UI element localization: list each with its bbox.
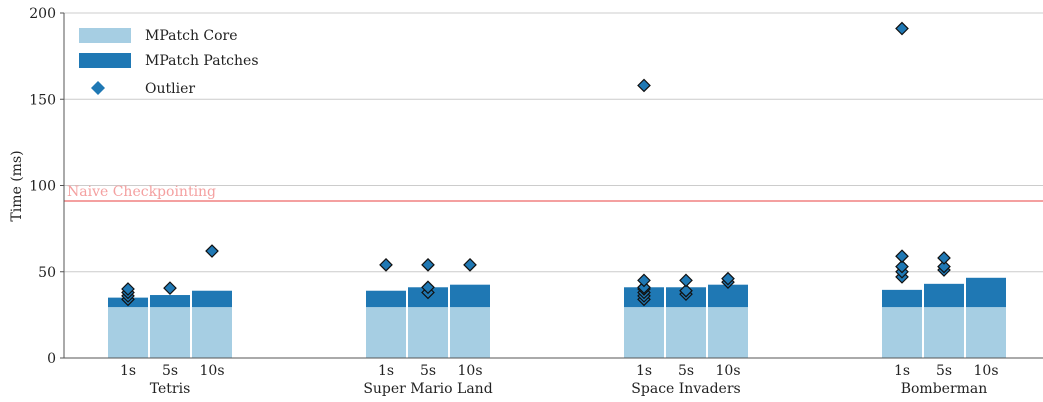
bar-core (708, 307, 748, 358)
x-tick-label: 10s (458, 363, 483, 379)
outlier-marker (421, 258, 435, 272)
bar-patches (882, 289, 922, 308)
y-tick-label: 0 (47, 351, 56, 367)
x-tick-label: 1s (120, 363, 136, 379)
bar-patches (966, 277, 1006, 308)
x-tick-label: 1s (378, 363, 394, 379)
x-tick-label: 10s (716, 363, 741, 379)
outlier-marker (679, 283, 693, 298)
outlier-marker (895, 259, 909, 274)
bar-core (192, 307, 232, 358)
outlier-marker (205, 244, 219, 258)
y-tick-label: 50 (38, 265, 56, 281)
bar-patches (924, 283, 964, 308)
bar-patches (192, 290, 232, 308)
legend-swatch-patches (79, 53, 131, 68)
outlier-marker (721, 271, 735, 286)
y-tick-label: 150 (29, 92, 56, 108)
x-tick-label: 5s (420, 363, 436, 379)
x-tick-label: 10s (200, 363, 225, 379)
x-tick-label: 5s (162, 363, 178, 379)
x-group-label: Super Mario Land (363, 381, 492, 397)
bar-core (108, 307, 148, 358)
bar-core (150, 307, 190, 358)
outlier-marker (421, 280, 435, 295)
bar-core (924, 307, 964, 358)
axis-layer (60, 12, 1043, 359)
bar-patches (150, 295, 190, 308)
bar-core (450, 307, 490, 358)
bar-core (366, 307, 406, 358)
x-tick-label: 1s (636, 363, 652, 379)
x-group-label: Bomberman (901, 381, 988, 397)
legend-label-patches: MPatch Patches (145, 53, 259, 69)
legend-swatch-core (79, 28, 131, 43)
outlier-marker (937, 251, 951, 265)
y-tick-label: 100 (29, 179, 56, 195)
x-tick-label: 1s (894, 363, 910, 379)
outlier-marker (637, 78, 651, 93)
outlier-marker (637, 280, 651, 295)
outlier-marker (937, 259, 951, 274)
legend-label-outlier: Outlier (145, 81, 195, 97)
y-tick-label: 200 (29, 6, 56, 22)
x-tick-label: 5s (936, 363, 952, 379)
x-tick-label: 10s (974, 363, 999, 379)
label-layer: 0 50 100 150 200 1s 5s 10s Tetris 1s 5s 10s Super Ma… (29, 6, 998, 397)
outlier-marker (163, 281, 177, 295)
bar-core (966, 307, 1006, 358)
x-tick-label: 5s (678, 363, 694, 379)
outlier-marker (895, 249, 909, 264)
x-group-label: Space Invaders (631, 381, 740, 397)
bar-layer (108, 277, 1006, 358)
outlier-marker (895, 21, 909, 36)
outlier-marker (379, 258, 393, 272)
reference-line-label: Naive Checkpointing (67, 184, 216, 200)
bar-patches (366, 290, 406, 308)
outlier-marker (121, 282, 135, 296)
outlier-marker (463, 258, 477, 272)
reference-line-layer: Naive Checkpointing (64, 184, 1043, 203)
outlier-marker (637, 273, 651, 288)
legend: MPatch Core MPatch Patches Outlier (79, 28, 259, 97)
x-group-label: Tetris (150, 381, 191, 397)
outlier-layer (121, 21, 951, 307)
outlier-marker (679, 273, 693, 288)
bar-patches (450, 284, 490, 308)
y-axis-title: Time (ms) (9, 150, 25, 221)
legend-label-core: MPatch Core (145, 28, 238, 44)
legend-marker-outlier (91, 81, 105, 95)
bar-core (882, 307, 922, 358)
bar-patches (708, 284, 748, 308)
bar-core (666, 307, 706, 358)
bar-core (408, 307, 448, 358)
bar-core (624, 307, 664, 358)
